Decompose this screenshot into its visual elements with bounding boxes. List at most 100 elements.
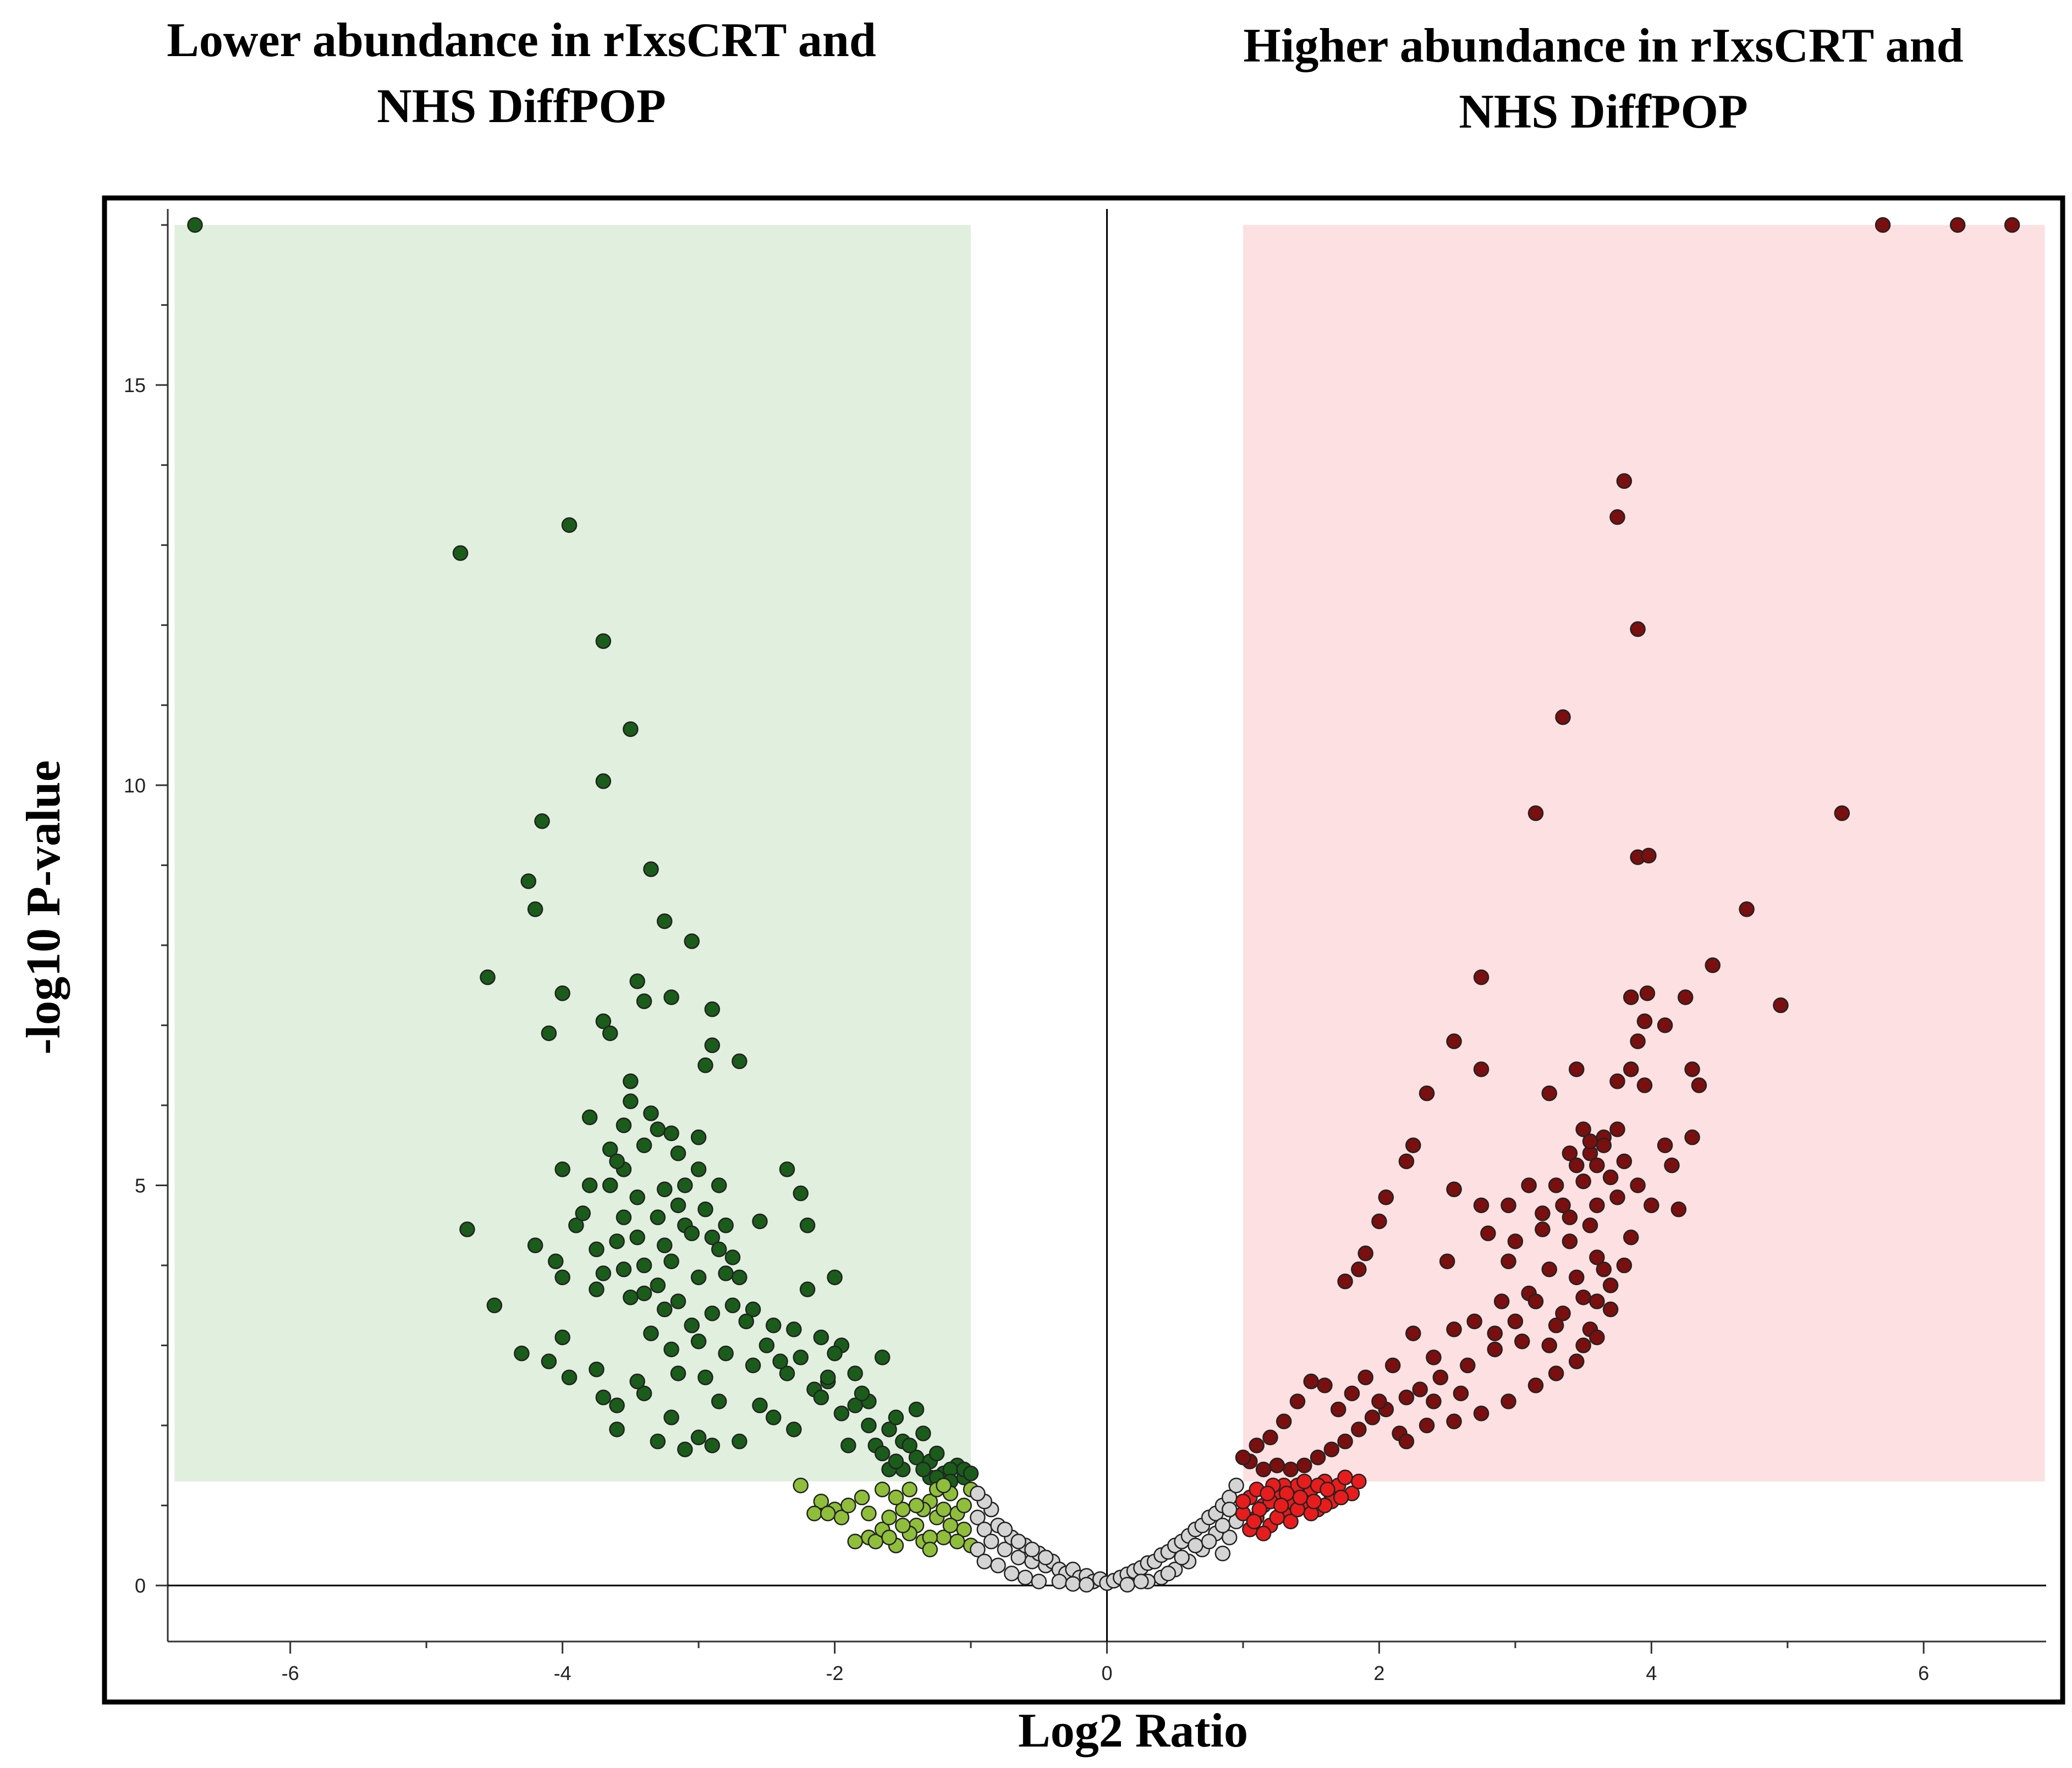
data-point-higher_sig [1548, 1365, 1564, 1381]
data-point-higher_sig [1657, 1017, 1673, 1033]
data-point-lower_sig [690, 1334, 707, 1350]
data-point-lower_sig [663, 989, 679, 1005]
data-point-higher_weak [1320, 1481, 1335, 1497]
data-point-higher_sig [1664, 1157, 1680, 1174]
data-point-lower_sig [711, 1241, 727, 1258]
data-point-lower_sig [908, 1401, 925, 1418]
y-tick-label: 0 [135, 1574, 146, 1597]
data-point-higher_sig [1569, 1061, 1585, 1077]
data-point-lower_sig [527, 901, 543, 917]
data-point-higher_sig [1616, 1257, 1633, 1274]
data-point-lower_sig [595, 773, 612, 789]
data-point-higher_sig [1582, 1217, 1598, 1233]
data-point-higher_sig [1493, 1293, 1510, 1309]
data-point-lower_sig [656, 1237, 673, 1253]
data-point-lower_weak [881, 1510, 897, 1525]
data-point-higher_sig [1514, 1334, 1530, 1350]
data-point-higher_sig [1310, 1450, 1326, 1466]
data-point-lower_sig [888, 1409, 904, 1425]
data-point-higher_sig [1364, 1409, 1381, 1425]
data-point-lower_sig [629, 1229, 645, 1246]
x-axis-title: Log2 Ratio [1018, 1704, 1248, 1758]
data-point-lower_sig [793, 1185, 809, 1202]
data-point-not_sig [1221, 1501, 1238, 1518]
data-point-lower_sig [881, 1422, 897, 1437]
data-point-higher_sig [1521, 1177, 1537, 1193]
data-point-higher_sig [1276, 1413, 1292, 1430]
data-point-higher_sig [2004, 217, 2020, 233]
data-point-higher_sig [1283, 1461, 1299, 1478]
data-point-lower_sig [595, 1389, 612, 1406]
data-point-higher_sig [1589, 1197, 1605, 1214]
data-point-lower_sig [915, 1461, 931, 1478]
data-point-lower_sig [534, 813, 550, 829]
data-point-higher_sig [1398, 1153, 1415, 1170]
data-point-higher_sig [1575, 1173, 1591, 1189]
data-point-higher_sig [1501, 1197, 1516, 1214]
data-point-lower_sig [595, 633, 612, 649]
data-point-higher_sig [1289, 1394, 1306, 1409]
data-point-higher_sig [1419, 1417, 1435, 1434]
data-point-lower_sig [704, 1437, 721, 1453]
data-point-lower_sig [874, 1350, 891, 1365]
data-point-higher_sig [1705, 957, 1721, 973]
data-point-not_sig [970, 1510, 986, 1525]
data-point-lower_weak [936, 1501, 952, 1518]
data-point-higher_sig [1569, 1353, 1585, 1369]
data-point-higher_sig [1371, 1394, 1387, 1409]
data-point-lower_sig [765, 1317, 782, 1334]
data-point-not_sig [976, 1554, 993, 1569]
data-point-higher_sig [1405, 1325, 1421, 1341]
data-point-lower_sig [575, 1205, 591, 1221]
data-point-not_sig [1188, 1538, 1203, 1554]
data-point-higher_weak [1235, 1494, 1251, 1510]
data-point-lower_sig [732, 1053, 748, 1070]
header-right-line1: Higher abundance in rIxsCRT and [1243, 19, 1963, 73]
data-point-higher_sig [1677, 989, 1694, 1005]
data-point-lower_sig [704, 1001, 721, 1017]
data-point-lower_sig [765, 1409, 782, 1425]
data-point-higher_sig [1630, 1033, 1646, 1049]
data-point-higher_sig [1446, 1321, 1462, 1337]
data-point-lower_sig [452, 545, 469, 561]
data-point-higher_sig [1344, 1385, 1360, 1402]
data-point-higher_sig [1636, 1077, 1653, 1093]
data-point-higher_weak [1283, 1513, 1299, 1529]
data-point-lower_sig [650, 1433, 666, 1450]
data-point-lower_weak [888, 1489, 904, 1506]
data-point-not_sig [997, 1541, 1013, 1557]
data-point-lower_weak [840, 1497, 856, 1513]
data-point-lower_sig [636, 1285, 652, 1302]
data-point-lower_weak [942, 1517, 959, 1534]
data-point-lower_sig [677, 1441, 693, 1457]
data-point-higher_sig [1535, 1221, 1551, 1237]
data-point-lower_sig [690, 1429, 707, 1446]
data-point-lower_sig [623, 1093, 639, 1109]
data-point-higher_sig [1548, 1317, 1564, 1334]
data-point-higher_sig [1609, 1121, 1625, 1137]
data-point-higher_sig [1589, 1329, 1605, 1346]
data-point-not_sig [1010, 1533, 1026, 1550]
data-point-higher_sig [1541, 1085, 1558, 1101]
data-point-lower_sig [704, 1306, 721, 1321]
data-point-lower_weak [949, 1533, 965, 1550]
data-point-lower_sig [581, 1177, 598, 1193]
data-point-higher_sig [1609, 509, 1625, 525]
data-point-lower_sig [615, 1209, 632, 1225]
data-point-lower_sig [670, 1293, 686, 1309]
tick-layer: -6 -4 -2 0 2 4 6 0 5 10 15 [124, 224, 1929, 1684]
data-point-lower_sig [684, 1317, 700, 1334]
data-point-lower_sig [541, 1025, 557, 1042]
data-point-lower_sig [663, 1409, 679, 1425]
data-point-higher_sig [1541, 1337, 1558, 1353]
data-point-higher_sig [1480, 1225, 1496, 1242]
data-point-higher_sig [1630, 621, 1646, 637]
data-point-lower_sig [602, 1177, 618, 1193]
data-point-lower_sig [827, 1269, 843, 1286]
data-point-higher_sig [1357, 1369, 1373, 1385]
data-point-higher_sig [1351, 1422, 1367, 1437]
data-point-higher_sig [1426, 1394, 1442, 1409]
data-point-higher_sig [1582, 1133, 1598, 1149]
data-point-higher_sig [1446, 1181, 1462, 1198]
data-point-higher_sig [1548, 1177, 1564, 1193]
